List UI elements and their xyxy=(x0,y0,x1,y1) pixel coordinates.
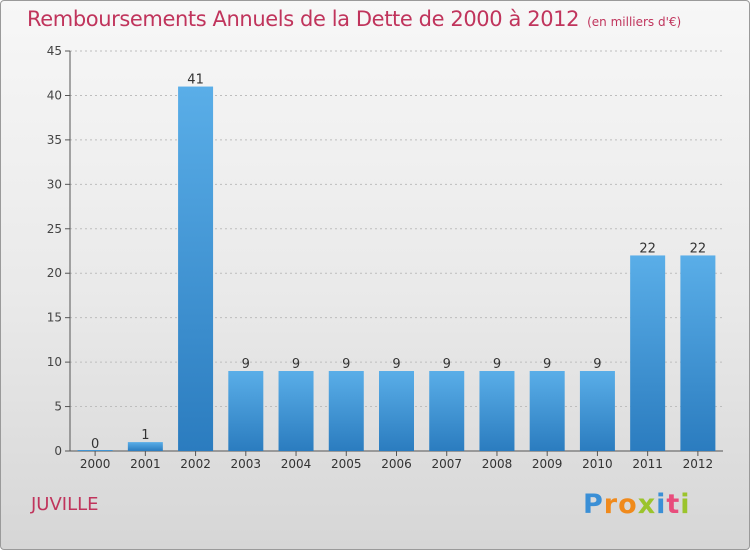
bar xyxy=(328,371,364,451)
data-label: 41 xyxy=(187,73,204,88)
title-subtitle: (en milliers d'€) xyxy=(587,15,682,29)
logo-letter: x xyxy=(637,489,657,520)
y-tick-label: 5 xyxy=(54,400,62,414)
bar xyxy=(178,86,214,452)
data-label: 9 xyxy=(342,357,350,372)
x-tick-label: 2010 xyxy=(582,457,613,471)
x-tick-label: 2003 xyxy=(231,457,262,471)
bar xyxy=(630,255,666,451)
data-label: 9 xyxy=(242,357,250,372)
x-tick-label: 2004 xyxy=(281,457,312,471)
title-text: Remboursements Annuels de la Dette de 20… xyxy=(27,7,580,31)
y-tick-label: 45 xyxy=(47,44,62,58)
data-label: 0 xyxy=(91,437,99,452)
x-tick-label: 2005 xyxy=(331,457,362,471)
chart-title: Remboursements Annuels de la Dette de 20… xyxy=(27,7,681,31)
bar xyxy=(379,371,414,451)
logo-letter: t xyxy=(666,489,681,520)
proxiti-logo: Proxiti xyxy=(583,489,691,520)
bar xyxy=(77,450,113,451)
commune-name: JUVILLE xyxy=(31,494,99,515)
logo-letter: i xyxy=(656,489,667,520)
data-label: 9 xyxy=(443,357,451,372)
bar xyxy=(529,371,565,451)
x-tick-label: 2012 xyxy=(683,457,714,471)
x-tick-label: 2001 xyxy=(130,457,161,471)
logo-letter: P xyxy=(583,489,604,520)
y-tick-label: 40 xyxy=(47,88,62,102)
y-tick-label: 20 xyxy=(47,266,62,280)
data-label: 22 xyxy=(690,241,707,256)
y-tick-label: 35 xyxy=(47,133,62,147)
data-label: 1 xyxy=(141,428,149,443)
x-tick-label: 2009 xyxy=(532,457,563,471)
bar xyxy=(429,371,465,451)
x-tick-label: 2002 xyxy=(180,457,211,471)
bar xyxy=(228,371,264,451)
y-tick-label: 30 xyxy=(47,177,62,191)
data-label: 9 xyxy=(543,357,551,372)
bar xyxy=(278,371,314,451)
data-label: 9 xyxy=(292,357,300,372)
logo-letter: i xyxy=(680,489,691,520)
y-tick-label: 25 xyxy=(47,222,62,236)
y-tick-label: 0 xyxy=(54,444,62,458)
bar xyxy=(479,371,515,451)
x-tick-label: 2006 xyxy=(381,457,412,471)
logo-letter: o xyxy=(618,489,638,520)
x-tick-label: 2011 xyxy=(632,457,663,471)
x-tick-label: 2008 xyxy=(482,457,513,471)
data-label: 22 xyxy=(639,241,656,256)
x-tick-label: 2000 xyxy=(80,457,111,471)
logo-letter: r xyxy=(603,489,619,520)
y-tick-label: 15 xyxy=(47,311,62,325)
bar xyxy=(680,255,716,451)
data-label: 9 xyxy=(392,357,400,372)
bar xyxy=(579,371,615,451)
y-tick-label: 10 xyxy=(47,355,62,369)
bar xyxy=(127,442,163,451)
data-label: 9 xyxy=(493,357,501,372)
x-tick-label: 2007 xyxy=(431,457,462,471)
data-label: 9 xyxy=(593,357,601,372)
